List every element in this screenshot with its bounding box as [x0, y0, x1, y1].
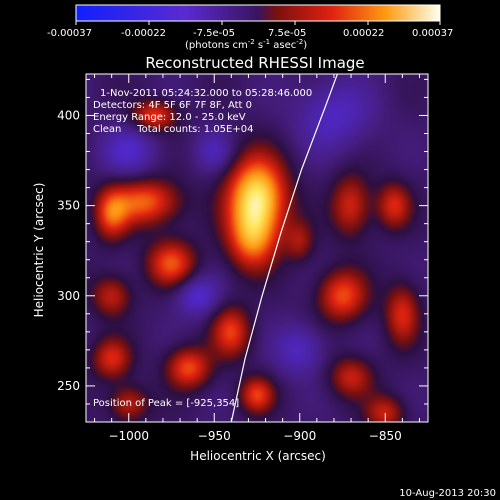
heatmap-image [86, 74, 428, 422]
annotation-line: 1-Nov-2011 05:24:32.000 to 05:28:46.000 [100, 88, 312, 99]
colorbar-units: (photons cm-2 s-1 asec-2) [185, 38, 307, 51]
x-tick-label: −900 [283, 429, 316, 443]
colorbar-tick-label: -7.5e-05 [193, 28, 235, 39]
x-tick-label: −1000 [108, 429, 149, 443]
chart-title: Reconstructed RHESSI Image [145, 54, 364, 72]
axis-ticks: −1000 −950 −900 −850 250 300 350 400 [57, 74, 428, 443]
y-axis-label: Heliocentric Y (arcsec) [32, 183, 46, 318]
annotation-line: Energy Range: 12.0 - 25.0 keV [93, 112, 246, 123]
annotation-line: Detectors: 4F 5F 6F 7F 8F, Att 0 [93, 100, 252, 111]
y-tick-label: 350 [57, 199, 80, 213]
peak-position-label: Position of Peak = [-925,354] [93, 398, 239, 409]
y-tick-label: 250 [57, 379, 80, 393]
colorbar-tick-label: 7.5e-05 [268, 28, 306, 39]
colorbar-tick-label: 0.00037 [412, 28, 453, 39]
x-axis-label: Heliocentric X (arcsec) [190, 449, 326, 463]
colorbar-tick-label: -0.00037 [47, 28, 92, 39]
colorbar-ticks [75, 21, 441, 25]
y-tick-label: 300 [57, 289, 80, 303]
colorbar-tick-label: -0.00022 [121, 28, 166, 39]
solar-limb-curve [230, 74, 338, 422]
colorbar [75, 4, 441, 22]
x-tick-label: −950 [198, 429, 231, 443]
x-tick-label: −850 [369, 429, 402, 443]
plot-frame [85, 73, 429, 423]
colorbar-tick-label: 0.00022 [343, 28, 384, 39]
footer-date: 10-Aug-2013 20:30 [399, 488, 496, 499]
annotation-line: Clean Total counts: 1.05E+04 [93, 124, 253, 135]
y-tick-label: 400 [57, 108, 80, 122]
